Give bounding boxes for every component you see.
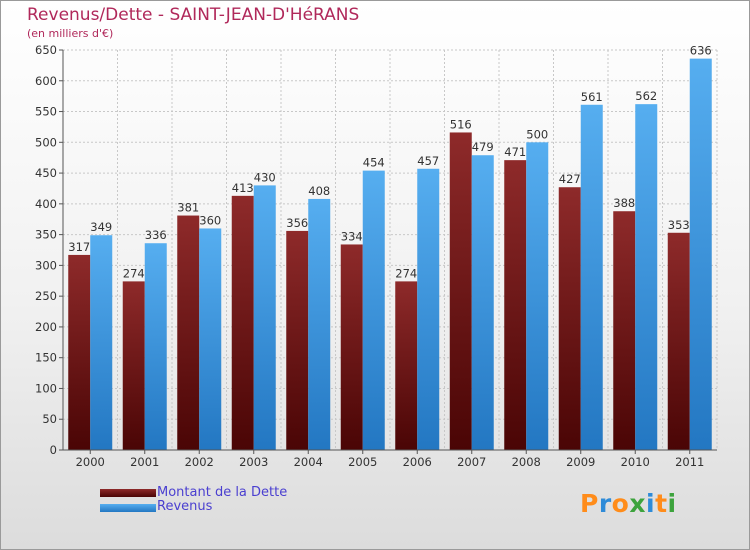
legend-label-revenue: Revenus: [157, 499, 213, 514]
value-label-debt: 353: [668, 218, 690, 232]
y-tick-label: 600: [35, 74, 57, 88]
x-tick-label: 2001: [130, 455, 159, 469]
bar-debt: [286, 230, 309, 450]
logo-letter: r: [598, 489, 612, 518]
y-tick-label: 100: [35, 381, 57, 395]
bar-debt: [395, 281, 418, 450]
value-label-debt: 381: [177, 201, 199, 215]
bar-debt: [177, 215, 200, 450]
y-tick-label: 300: [35, 258, 57, 272]
value-label-revenue: 479: [472, 140, 494, 154]
bar-revenue: [580, 104, 603, 451]
value-label-debt: 334: [341, 229, 363, 243]
x-tick-label: 2008: [512, 455, 541, 469]
x-tick-label: 2010: [621, 455, 650, 469]
y-tick-label: 650: [35, 43, 57, 57]
y-tick-label: 350: [35, 228, 57, 242]
y-tick-label: 550: [35, 105, 57, 119]
x-tick-label: 2005: [348, 455, 377, 469]
value-label-debt: 356: [286, 216, 308, 230]
bar-revenue: [689, 58, 712, 450]
value-label-revenue: 562: [635, 89, 657, 103]
value-label-revenue: 457: [417, 154, 439, 168]
bar-debt: [122, 281, 145, 450]
bar-revenue: [144, 243, 167, 450]
value-label-revenue: 636: [690, 44, 712, 58]
value-label-revenue: 336: [145, 228, 167, 242]
x-tick-label: 2002: [185, 455, 214, 469]
value-label-debt: 427: [559, 172, 581, 186]
value-label-debt: 413: [232, 181, 254, 195]
x-tick-label: 2011: [675, 455, 704, 469]
y-tick-label: 500: [35, 135, 57, 149]
value-label-debt: 274: [123, 266, 145, 280]
logo-letter: o: [611, 489, 630, 518]
bar-debt: [340, 244, 363, 450]
value-label-revenue: 454: [363, 156, 385, 170]
value-label-revenue: 430: [254, 170, 276, 184]
x-tick-label: 2009: [566, 455, 595, 469]
value-label-debt: 516: [450, 117, 472, 131]
bar-debt: [558, 187, 581, 450]
value-label-revenue: 408: [308, 184, 330, 198]
y-tick-label: 50: [42, 412, 57, 426]
value-label-revenue: 561: [581, 90, 603, 104]
bar-debt: [504, 160, 527, 450]
value-label-debt: 274: [395, 266, 417, 280]
y-tick-label: 250: [35, 289, 57, 303]
logo-letter: P: [580, 489, 599, 518]
chart-title: Revenus/Dette - SAINT-JEAN-D'HéRANS: [27, 5, 360, 25]
bar-revenue: [90, 235, 113, 450]
bar-revenue: [635, 104, 658, 451]
value-label-revenue: 360: [199, 213, 221, 227]
bar-revenue: [362, 170, 385, 450]
x-tick-label: 2007: [457, 455, 486, 469]
legend-swatch-debt: [100, 489, 156, 497]
value-label-debt: 388: [613, 196, 635, 210]
legend-swatch-revenue: [100, 504, 156, 512]
x-tick-label: 2000: [76, 455, 105, 469]
bar-revenue: [471, 155, 494, 450]
bar-revenue: [199, 228, 222, 450]
bar-revenue: [253, 185, 276, 450]
legend-label-debt: Montant de la Dette: [157, 485, 288, 500]
bar-debt: [667, 232, 690, 450]
y-tick-label: 0: [50, 443, 57, 457]
proxiti-logo: Proxiti: [580, 489, 677, 518]
logo-letter: i: [667, 489, 677, 518]
bar-revenue: [526, 142, 549, 451]
bar-revenue: [417, 168, 440, 450]
x-tick-label: 2006: [403, 455, 432, 469]
bar-debt: [68, 254, 91, 450]
chart-subtitle: (en milliers d'€): [27, 27, 114, 40]
bar-debt: [613, 211, 636, 450]
value-label-debt: 471: [504, 145, 526, 159]
logo-letter: i: [646, 489, 656, 518]
logo-letter: t: [655, 489, 668, 518]
value-label-debt: 317: [68, 240, 90, 254]
y-tick-label: 450: [35, 166, 57, 180]
logo-letter: x: [629, 489, 646, 518]
bar-debt: [231, 195, 254, 450]
bar-debt: [449, 132, 472, 450]
x-tick-label: 2003: [239, 455, 268, 469]
y-tick-label: 400: [35, 197, 57, 211]
x-tick-label: 2004: [294, 455, 323, 469]
value-label-revenue: 500: [526, 127, 548, 141]
y-tick-label: 150: [35, 351, 57, 365]
y-tick-label: 200: [35, 320, 57, 334]
bar-revenue: [308, 198, 331, 450]
value-label-revenue: 349: [90, 220, 112, 234]
